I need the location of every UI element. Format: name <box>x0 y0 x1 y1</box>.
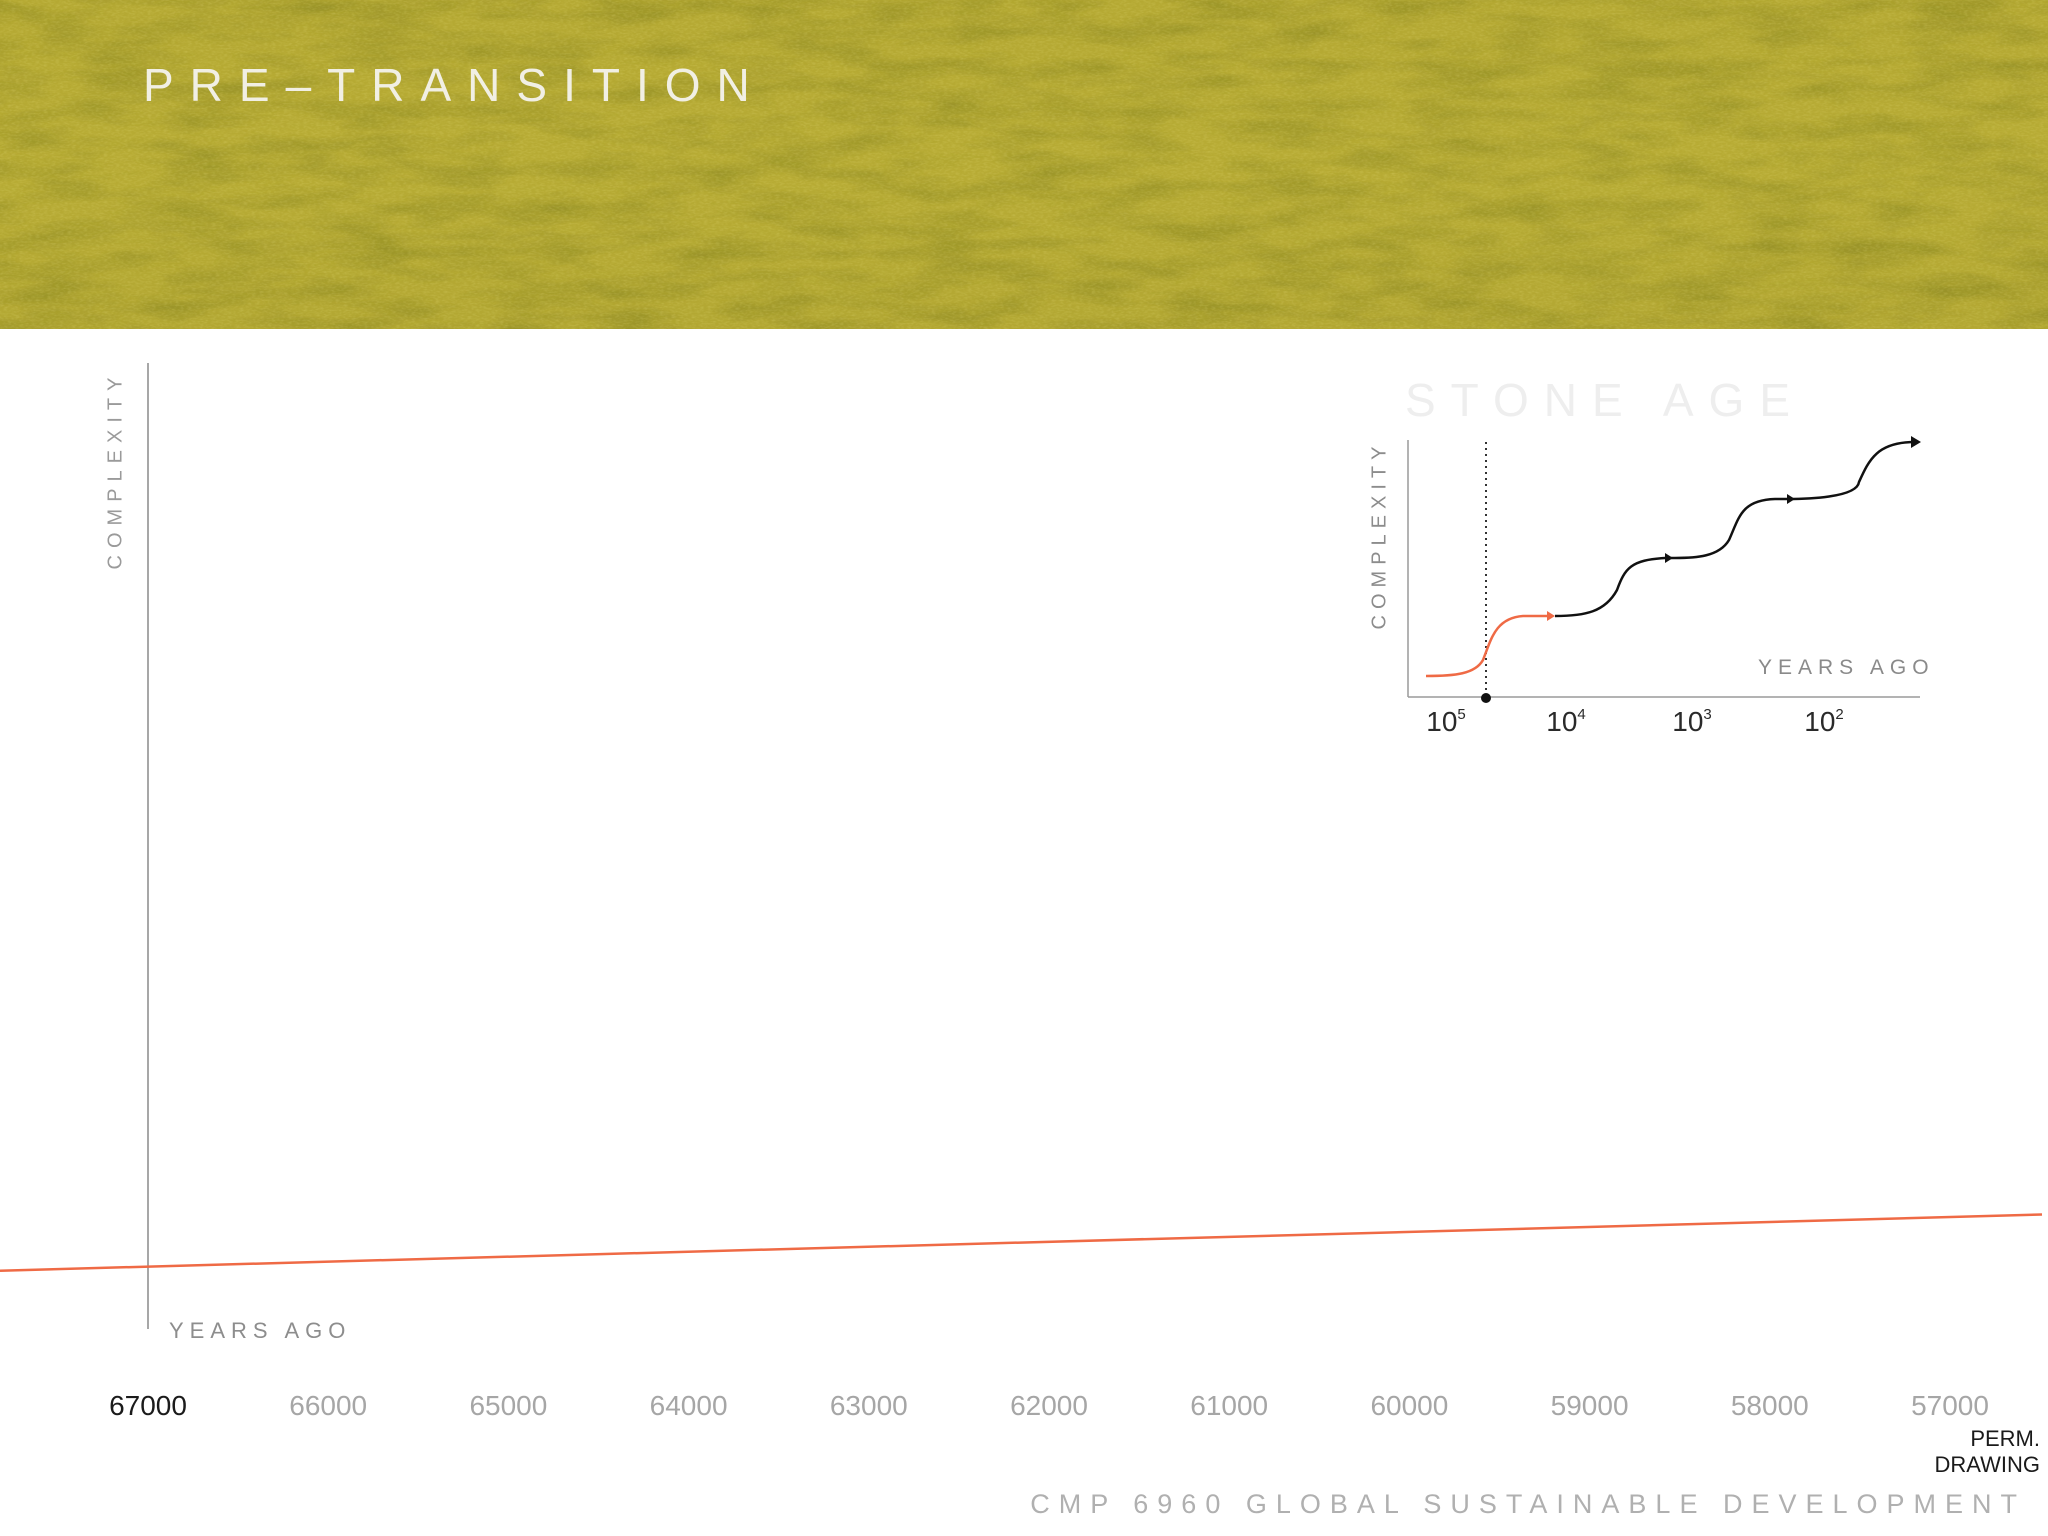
main-chart <box>0 363 2043 1329</box>
inset-x-tick-label: 104 <box>1546 705 1586 737</box>
inset-arrowhead-end <box>1911 436 1921 448</box>
inset-chart <box>1407 436 1921 703</box>
inset-title: STONE AGE <box>1405 374 1806 426</box>
inset-arrowhead-2 <box>1787 494 1795 504</box>
x-tick-label: 61000 <box>1190 1390 1269 1421</box>
y-axis-label: COMPLEXITY <box>104 370 127 570</box>
course-footer: CMP 6960 GLOBAL SUSTAINABLE DEVELOPMENT <box>1030 1489 2026 1519</box>
grass-background <box>0 0 2048 329</box>
x-tick-label: 58000 <box>1730 1390 1809 1421</box>
inset-orange-curve <box>1425 614 1547 678</box>
inset-x-tick-label: 103 <box>1672 705 1712 737</box>
slide-title: PRE–TRANSITION <box>143 59 766 111</box>
inset-x-tick-label: 102 <box>1804 705 1844 737</box>
x-tick-label: 62000 <box>1010 1390 1088 1421</box>
x-tick-label: 63000 <box>829 1390 908 1421</box>
inset-orange-arrowhead <box>1547 611 1555 621</box>
perm-drawing-annotation: PERM. DRAWING <box>1934 1426 2040 1477</box>
inset-x-tick-label: 105 <box>1426 705 1466 737</box>
inset-black-curve <box>1554 440 1916 618</box>
inset-arrowhead-1 <box>1665 553 1673 563</box>
current-time-marker <box>1481 693 1491 703</box>
x-axis-label: YEARS AGO <box>169 1318 352 1343</box>
inset-x-axis-label: YEARS AGO <box>1758 656 1935 679</box>
x-tick-label: 60000 <box>1370 1390 1449 1421</box>
x-tick-label: 64000 <box>649 1390 728 1421</box>
x-tick-label: 67000 <box>109 1390 187 1421</box>
x-tick-label: 65000 <box>469 1390 548 1421</box>
grass-banner: PRE–TRANSITION <box>0 0 2048 329</box>
x-tick-label: 59000 <box>1550 1390 1629 1421</box>
series-line <box>0 1213 2043 1272</box>
inset-y-axis-label: COMPLEXITY <box>1368 440 1391 630</box>
x-tick-label: 57000 <box>1911 1390 1989 1421</box>
x-tick-label: 66000 <box>289 1390 368 1421</box>
